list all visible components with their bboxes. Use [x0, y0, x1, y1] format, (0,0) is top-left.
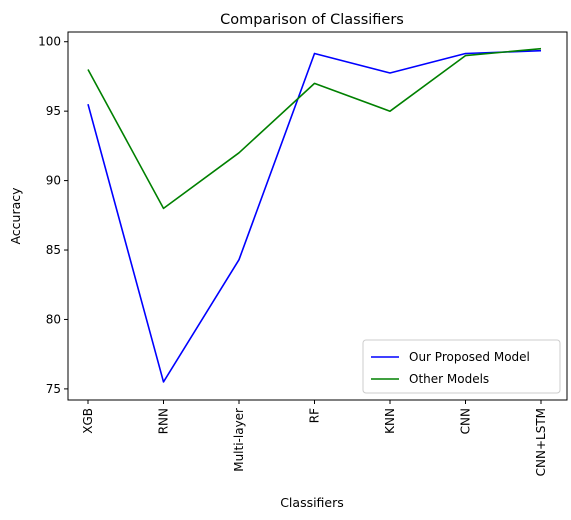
y-tick-label: 75	[46, 382, 61, 396]
y-tick-label: 80	[46, 312, 61, 326]
series-line-1	[87, 47, 542, 210]
legend-label: Other Models	[409, 372, 489, 386]
plot-frame	[67, 31, 568, 401]
legend-box	[362, 339, 561, 394]
y-tick-label: 95	[46, 104, 61, 118]
x-tick-label: RF	[308, 408, 322, 423]
x-tick-label: KNN	[383, 408, 397, 434]
y-axis: 75 80 85 90 95 100	[38, 35, 68, 396]
x-tick-label: RNN	[157, 408, 171, 434]
x-tick-label: CNN	[459, 408, 473, 434]
x-tick-label: Multi-layer	[232, 408, 246, 472]
plot-lines	[87, 47, 542, 383]
y-tick-label: 100	[38, 35, 61, 49]
x-tick-label: XGB	[81, 408, 95, 434]
y-tick-label: 90	[46, 174, 61, 188]
legend: Our Proposed Model Other Models	[362, 339, 561, 394]
x-tick-label: CNN+LSTM	[534, 408, 548, 476]
y-tick-label: 85	[46, 243, 61, 257]
series-line-0	[87, 49, 542, 383]
chart-title: Comparison of Classifiers	[220, 12, 404, 28]
x-axis-label: Classifiers	[280, 495, 344, 510]
x-axis: XGB RNN Multi-layer RF KNN CNN CNN+LSTM	[81, 400, 548, 476]
y-axis-label: Accuracy	[8, 187, 23, 245]
legend-label: Our Proposed Model	[409, 350, 530, 364]
